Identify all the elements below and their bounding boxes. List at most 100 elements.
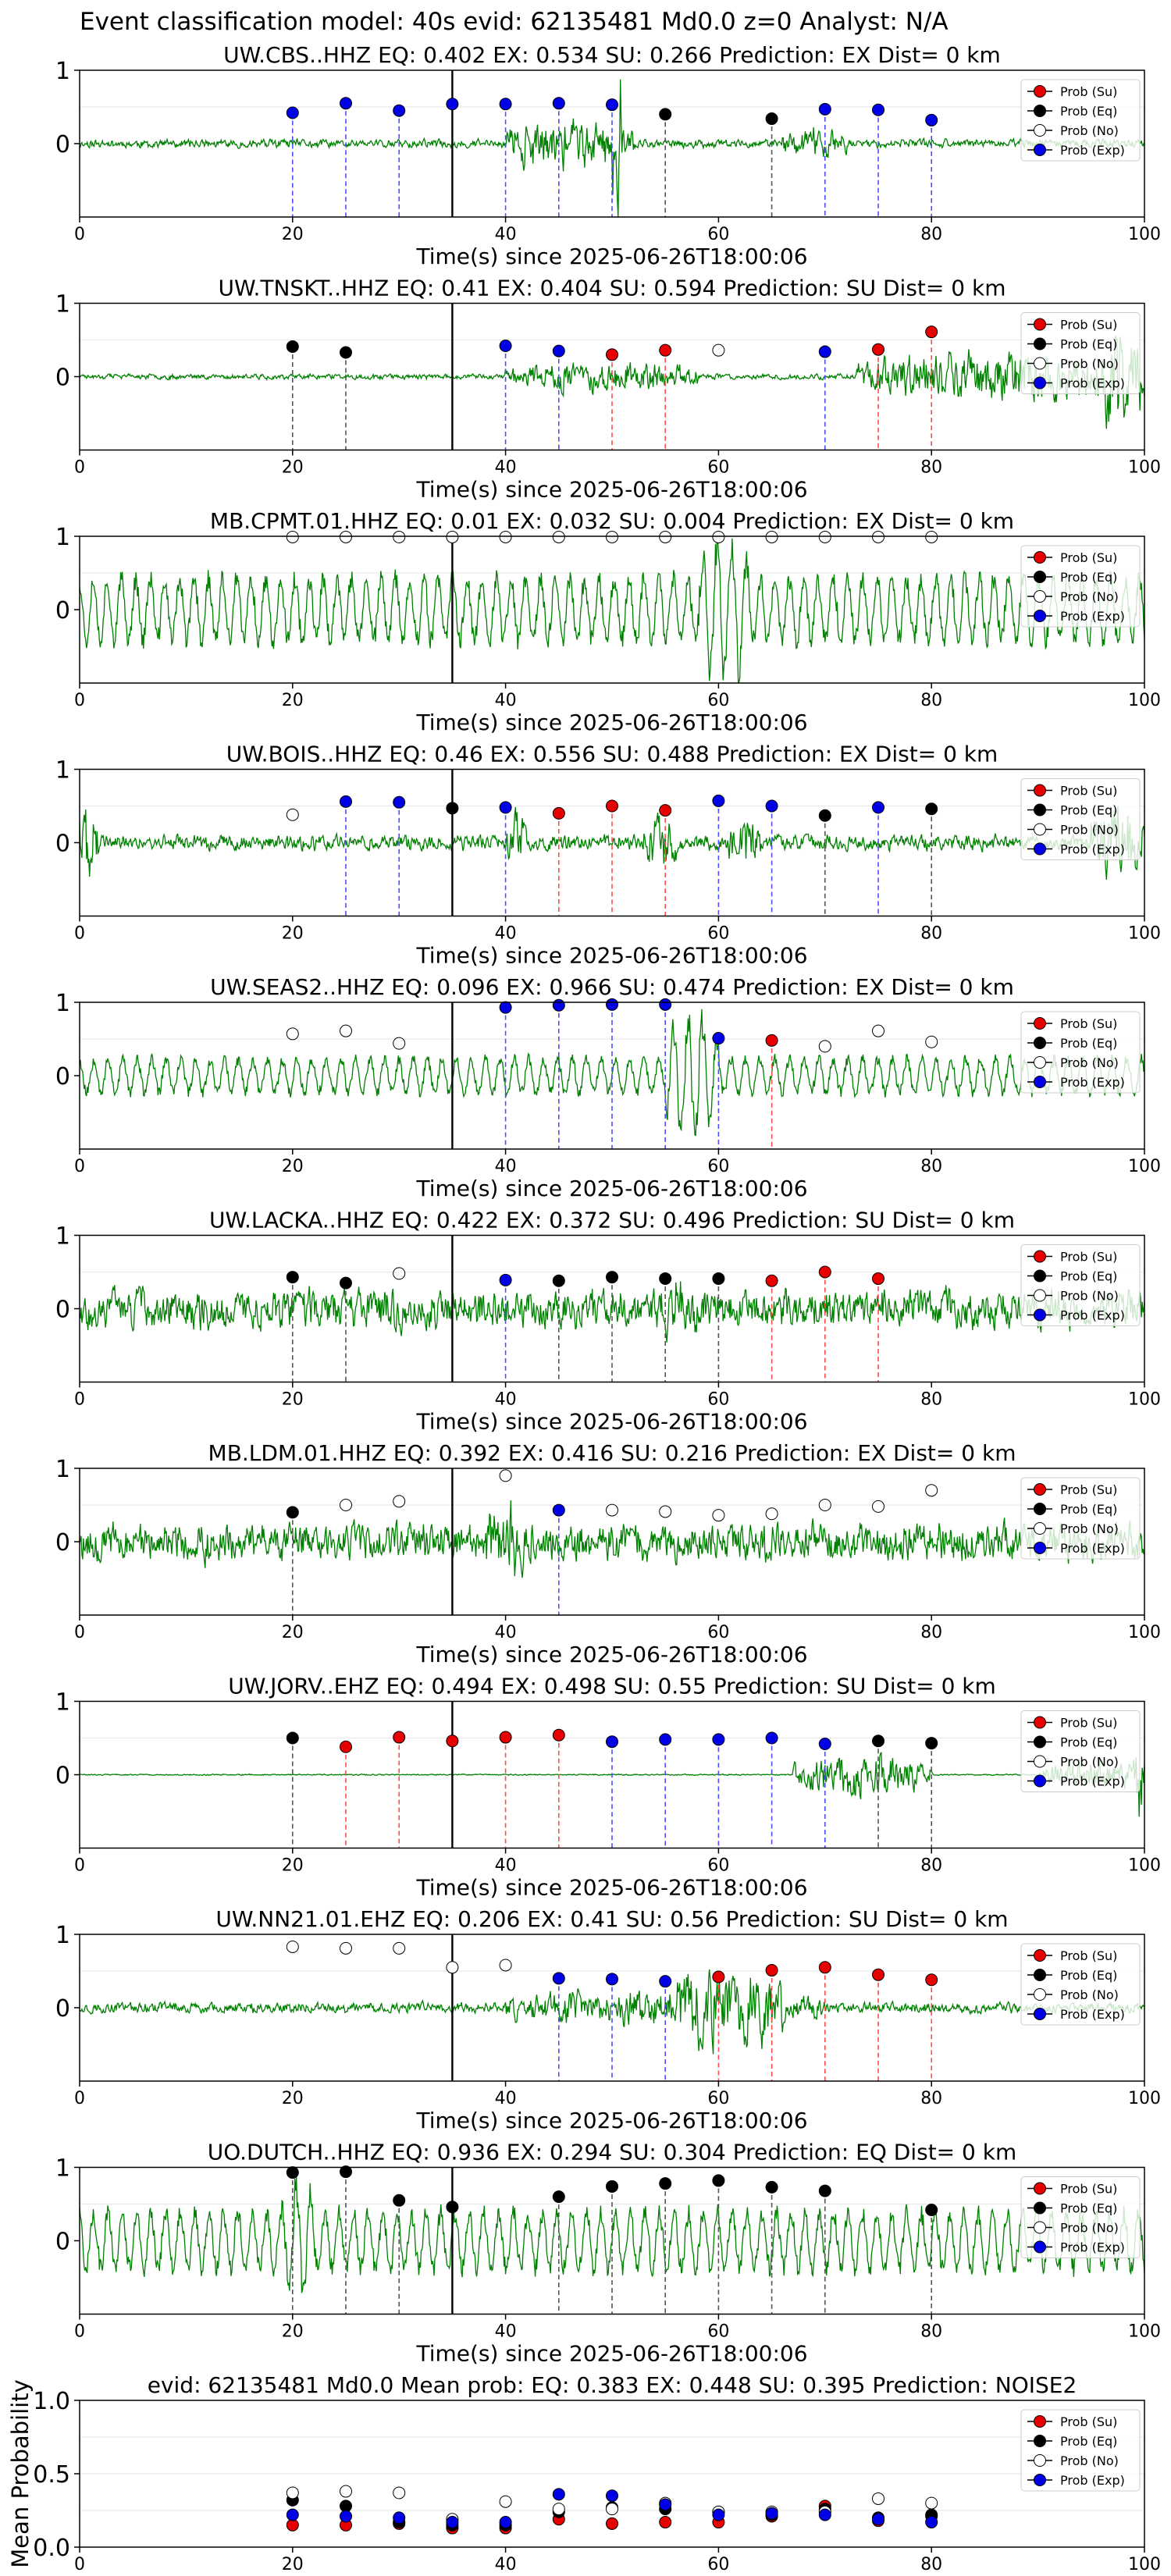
legend-marker-exp (1034, 1308, 1046, 1322)
y-tick-label: 0 (55, 831, 70, 858)
legend-label: Prob (Su) (1060, 1016, 1117, 1031)
legend-label: Prob (Su) (1060, 1482, 1117, 1497)
legend-label: Prob (No) (1060, 2453, 1119, 2468)
panel-10: UO.DUTCH..HHZ EQ: 0.936 EX: 0.294 SU: 0.… (55, 2140, 1161, 2367)
prob-marker-su (765, 1274, 778, 1287)
legend-marker-eq (1034, 105, 1046, 117)
x-tick-label: 60 (707, 1856, 729, 1876)
prob-marker-exp (499, 98, 512, 111)
prob-marker-eq (606, 1271, 618, 1284)
y-tick-label: 0 (55, 2229, 70, 2256)
legend-marker-no (1034, 2454, 1046, 2467)
y-tick-label: 0.5 (33, 2461, 70, 2489)
panel-title: UW.SEAS2..HHZ EQ: 0.096 EX: 0.966 SU: 0.… (210, 974, 1014, 1000)
prob-marker-no (340, 1499, 352, 1511)
legend-marker-no (1034, 823, 1046, 836)
x-tick-label: 0 (74, 2089, 85, 2108)
legend-label: Prob (Eq) (1060, 1502, 1117, 1517)
prob-marker-exp (552, 1972, 565, 1985)
legend-marker-su (1034, 85, 1046, 98)
prob-marker-su (818, 1265, 831, 1279)
prob-marker-eq (712, 2174, 725, 2187)
prob-marker-eq (765, 2180, 778, 2194)
prob-marker-eq (340, 346, 352, 359)
prob-marker-exp (765, 799, 778, 813)
y-tick-label: 1 (55, 757, 70, 785)
panel-7: MB.LDM.01.HHZ EQ: 0.392 EX: 0.416 SU: 0.… (55, 1440, 1161, 1667)
legend-label: Prob (Exp) (1060, 1541, 1125, 1556)
legend-label: Prob (Eq) (1060, 1269, 1117, 1284)
legend-marker-no (1034, 124, 1046, 137)
prob-marker-no (606, 530, 618, 543)
legend-marker-no (1034, 1056, 1046, 1069)
prob-marker-exp (659, 998, 672, 1011)
prob-marker-su (446, 1735, 459, 1748)
legend-label: Prob (No) (1060, 2221, 1119, 2236)
y-tick-label: 1 (55, 1223, 70, 1251)
legend-marker-exp (1034, 842, 1046, 856)
mean-prob-marker-exp (765, 2507, 778, 2520)
prob-marker-no (393, 530, 406, 543)
mean-prob-marker-exp (499, 2516, 512, 2529)
x-tick-label: 40 (495, 1390, 517, 1410)
x-tick-label: 40 (495, 2322, 517, 2342)
figure-title: Event classification model: 40s evid: 62… (80, 8, 949, 36)
prob-marker-no (606, 1503, 618, 1517)
prob-marker-no (872, 1500, 884, 1513)
prob-marker-exp (446, 98, 459, 111)
x-tick-label: 0 (74, 1157, 85, 1176)
x-tick-label: 20 (282, 1390, 304, 1410)
x-tick-label: 100 (1128, 2322, 1161, 2342)
prob-marker-su (659, 343, 672, 357)
panel-6: UW.LACKA..HHZ EQ: 0.422 EX: 0.372 SU: 0.… (55, 1208, 1161, 1435)
legend-label: Prob (Eq) (1060, 1735, 1117, 1750)
x-tick-label: 0 (74, 2322, 85, 2342)
legend-label: Prob (Eq) (1060, 2201, 1117, 2216)
y-tick-label: 0 (55, 1297, 70, 1324)
mean-prob-marker-no (552, 2503, 565, 2516)
prob-marker-no (446, 1961, 459, 1974)
prob-marker-exp (606, 998, 618, 1011)
legend-label: Prob (No) (1060, 1755, 1119, 1770)
x-tick-label: 100 (1128, 1157, 1161, 1176)
prob-marker-exp (393, 795, 406, 809)
legend-marker-eq (1034, 1969, 1046, 1981)
y-tick-label: 1 (55, 990, 70, 1017)
legend (1020, 312, 1141, 394)
legend-label: Prob (Su) (1060, 2182, 1117, 2197)
mean-prob-marker-exp (818, 2508, 831, 2521)
legend-label: Prob (Eq) (1060, 570, 1117, 585)
legend-label: Prob (Exp) (1060, 2007, 1125, 2022)
legend-label: Prob (Exp) (1060, 2473, 1125, 2488)
plot-area (80, 536, 1144, 683)
x-tick-label: 80 (920, 924, 942, 944)
x-tick-label: 100 (1128, 2555, 1161, 2574)
legend-label: Prob (Su) (1060, 84, 1117, 99)
prob-marker-no (286, 530, 299, 543)
x-tick-label: 80 (920, 2089, 942, 2108)
legend-marker-exp (1034, 144, 1046, 156)
panel-2: UW.TNSKT..HHZ EQ: 0.41 EX: 0.404 SU: 0.5… (55, 276, 1161, 503)
prob-marker-no (712, 530, 725, 543)
legend-marker-exp (1034, 2240, 1046, 2254)
legend-marker-su (1034, 318, 1046, 331)
panel-4: UW.BOIS..HHZ EQ: 0.46 EX: 0.556 SU: 0.48… (55, 742, 1161, 969)
x-tick-label: 80 (920, 2322, 942, 2342)
prob-marker-eq (925, 1737, 938, 1750)
legend-marker-exp (1034, 2474, 1046, 2486)
prob-marker-exp (552, 344, 565, 358)
mean-prob-marker-su (659, 2516, 672, 2529)
legend-label: Prob (Su) (1060, 1250, 1117, 1265)
legend-marker-eq (1034, 1037, 1046, 1049)
prob-marker-no (872, 1024, 884, 1037)
prob-marker-eq (818, 2184, 831, 2197)
legend (1020, 79, 1141, 162)
x-axis-label: Time(s) since 2025-06-26T18:00:06 (415, 1409, 807, 1435)
legend-marker-su (1034, 1017, 1046, 1030)
mean-prob-marker-exp (286, 2508, 299, 2521)
prob-marker-eq (286, 2166, 299, 2179)
legend-label: Prob (No) (1060, 1987, 1119, 2002)
x-tick-label: 20 (282, 924, 304, 944)
x-axis-label: Time(s) since 2025-06-26T18:00:06 (415, 2108, 807, 2133)
y-tick-label: 1.0 (33, 2388, 70, 2415)
